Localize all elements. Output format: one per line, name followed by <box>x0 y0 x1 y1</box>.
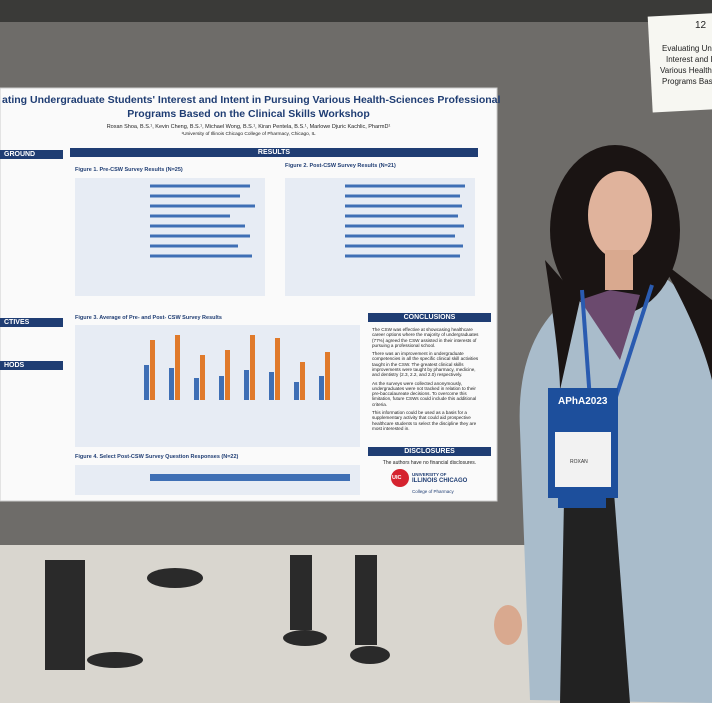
sign-line: Interest and In <box>666 55 712 64</box>
section-header: CTIVES <box>0 318 63 327</box>
university: College of Pharmacy <box>412 489 454 494</box>
conclusion-item: There was an improvement in undergraduat… <box>372 351 479 378</box>
conclusion-item: The CSW was effective at showcasing heal… <box>372 327 479 348</box>
authors: Roxan Shoa, B.S.¹, Kevin Cheng, B.S.¹, M… <box>106 124 391 130</box>
badge-name: ROXAN <box>570 459 588 465</box>
section-header: GROUND <box>0 150 63 159</box>
figure-title: Figure 1. Pre-CSW Survey Results (N=25) <box>75 167 183 173</box>
figure-title: Figure 3. Average of Pre- and Post- CSW … <box>75 315 222 321</box>
sign-line: Programs Based <box>662 77 712 86</box>
section-header: HODS <box>0 361 63 370</box>
disclosures: The authors have no financial disclosure… <box>382 460 477 466</box>
poster-title: Programs Based on the Clinical Skills Wo… <box>127 108 370 120</box>
university: UNIVERSITY OF <box>412 472 447 477</box>
section-header: CONCLUSIONS <box>368 313 491 322</box>
logo: UIC <box>392 475 402 481</box>
conclusion-item: As the surveys were collected anonymousl… <box>372 380 477 407</box>
conclusions: The CSW was effective at showcasing heal… <box>372 327 484 434</box>
figure-title: Figure 2. Post-CSW Survey Results (N=21) <box>285 163 396 169</box>
sign-line: Evaluating Under <box>662 44 712 53</box>
poster-title: ating Undergraduate Students' Interest a… <box>2 94 501 106</box>
sign-line: Various Health-S <box>660 66 712 75</box>
badge-brand: APhA2023 <box>558 396 608 407</box>
sign-number: 12 <box>695 20 707 31</box>
figure-title: Figure 4. Select Post-CSW Survey Questio… <box>75 454 239 460</box>
university: ILLINOIS CHICAGO <box>412 478 468 484</box>
section-header: DISCLOSURES <box>368 447 491 456</box>
section-header: RESULTS <box>70 148 478 157</box>
affiliation: ¹University of Illinois Chicago College … <box>181 132 316 137</box>
conclusion-item: This information could be used as a basi… <box>372 409 477 431</box>
